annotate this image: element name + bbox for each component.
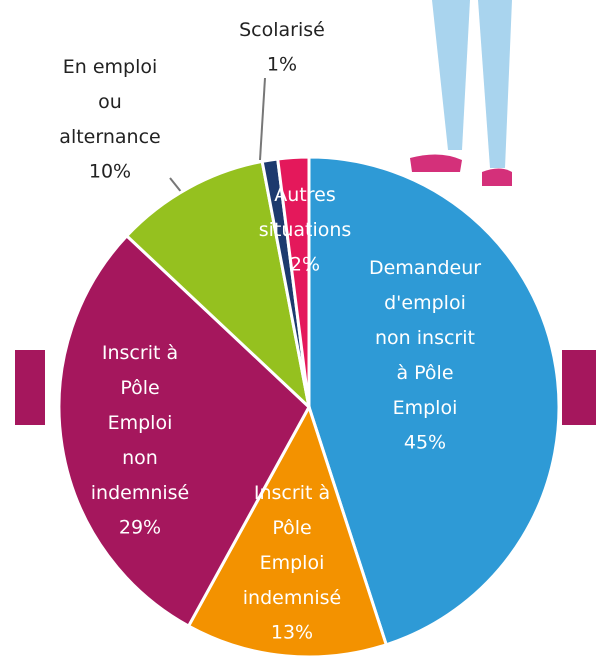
side-bar <box>562 350 596 425</box>
slice-label: Scolarisé <box>239 19 325 41</box>
value-label: 2% <box>290 254 320 276</box>
value-label: 1% <box>267 54 297 76</box>
value-label: 45% <box>404 432 446 454</box>
side-bar <box>15 350 45 425</box>
value-label: 10% <box>89 161 131 183</box>
value-label: 29% <box>119 517 161 539</box>
illustration <box>410 0 512 186</box>
chart: Demandeurd'emploinon inscrità PôleEmploi… <box>0 0 596 671</box>
leader-line <box>170 178 182 193</box>
value-label: 13% <box>271 622 313 644</box>
leader-line <box>260 78 265 160</box>
